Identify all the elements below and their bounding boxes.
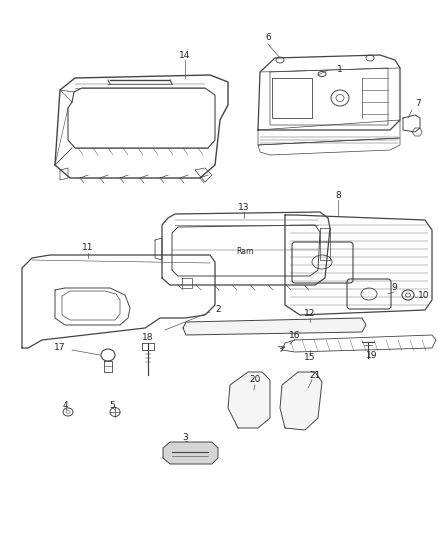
Text: Ram: Ram: [237, 247, 254, 256]
Text: 21: 21: [309, 370, 321, 379]
Text: 14: 14: [179, 51, 191, 60]
Text: 13: 13: [238, 203, 250, 212]
Text: 7: 7: [415, 100, 421, 109]
Text: 19: 19: [366, 351, 378, 359]
Text: 3: 3: [182, 432, 188, 441]
Text: 15: 15: [304, 353, 316, 362]
Text: 4: 4: [62, 400, 68, 409]
Text: 5: 5: [109, 400, 115, 409]
Polygon shape: [183, 318, 366, 335]
Polygon shape: [280, 372, 322, 430]
Text: 18: 18: [142, 334, 154, 343]
Polygon shape: [163, 442, 218, 464]
Text: 12: 12: [304, 309, 316, 318]
Text: 20: 20: [249, 376, 261, 384]
Text: 11: 11: [82, 244, 94, 253]
Text: 9: 9: [391, 282, 397, 292]
Text: 6: 6: [265, 34, 271, 43]
Text: 16: 16: [289, 330, 301, 340]
Text: 17: 17: [54, 343, 66, 352]
Text: 1: 1: [337, 66, 343, 75]
Text: 10: 10: [418, 292, 430, 301]
Text: 2: 2: [215, 305, 221, 314]
Text: 8: 8: [335, 190, 341, 199]
Polygon shape: [228, 372, 270, 428]
